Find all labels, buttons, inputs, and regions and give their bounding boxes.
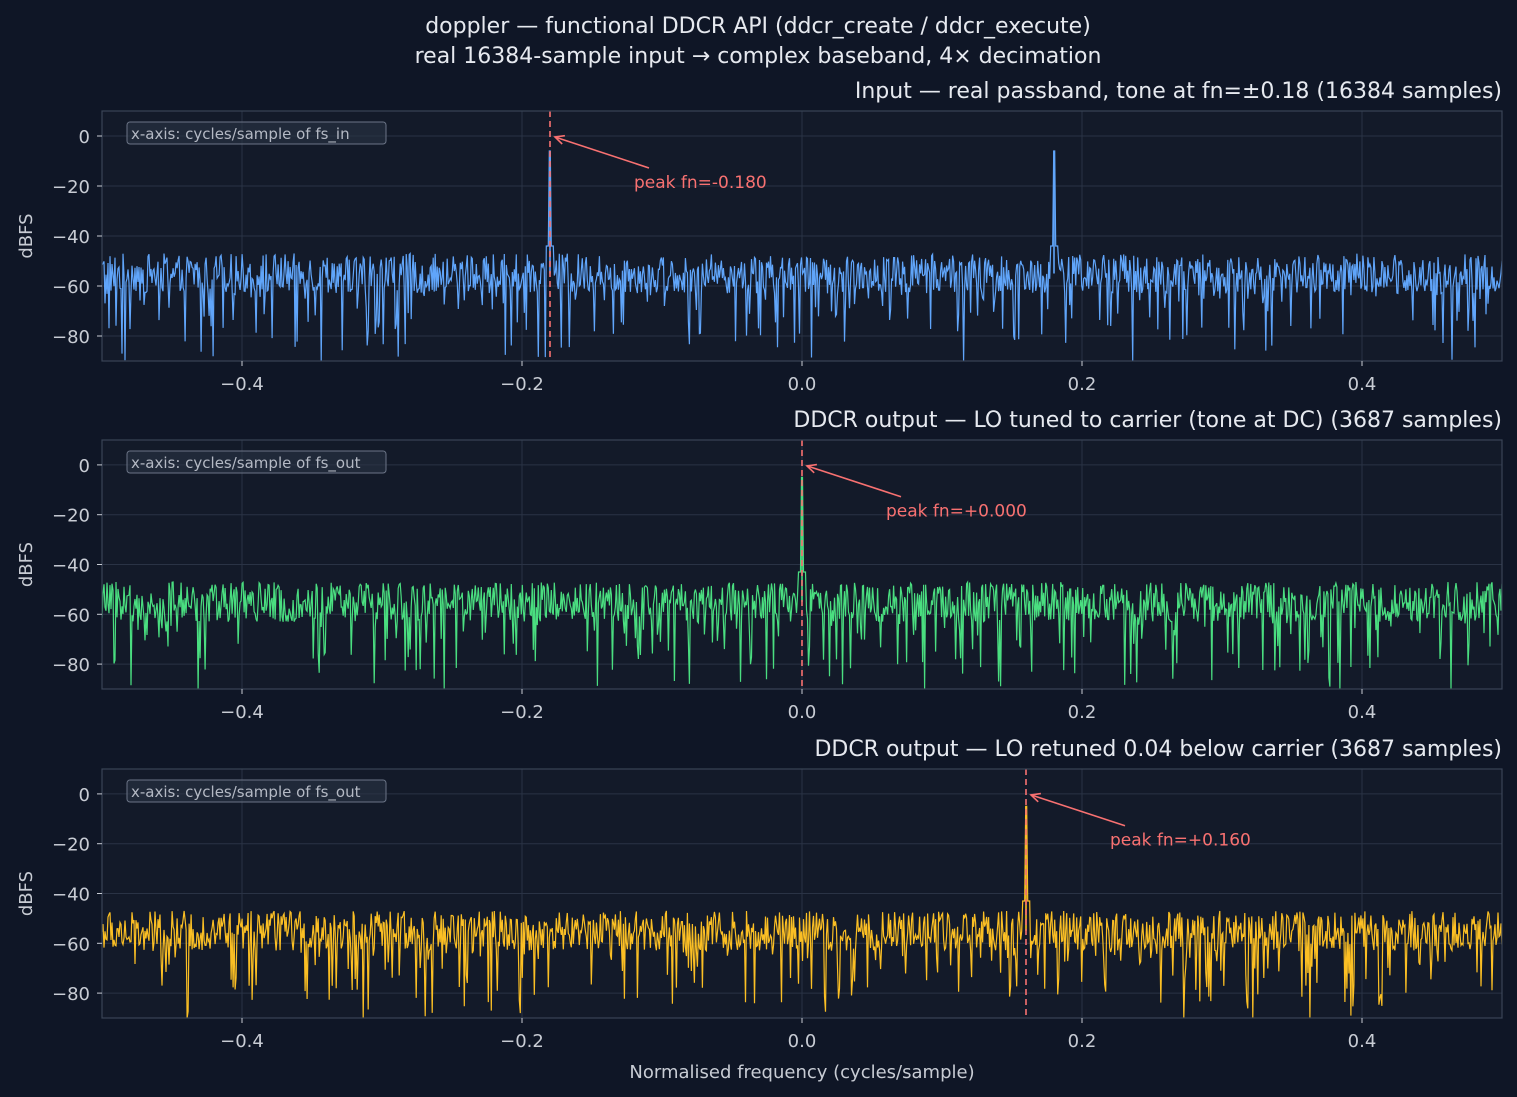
x-tick-label: −0.4 <box>220 1031 264 1052</box>
annotation-arrowhead <box>1029 792 1042 803</box>
annotation-arrow <box>554 136 650 169</box>
x-tick-label: 0.0 <box>788 702 817 723</box>
panel-title: DDCR output — LO tuned to carrier (tone … <box>793 408 1502 433</box>
y-tick-label: 0 <box>79 785 90 806</box>
y-tick-label: −60 <box>52 605 90 626</box>
x-tick-label: −0.2 <box>500 702 544 723</box>
axis-note-box <box>126 121 387 145</box>
axis-note-box <box>126 450 387 474</box>
y-tick-label: −40 <box>52 556 90 577</box>
spectrum-panel-3: −0.4 −0.2 0.0 0.2 0.4 0 −20 −40 −60 −80 dBFS DDCR o… <box>16 737 1503 1052</box>
x-tick-label: −0.4 <box>220 702 264 723</box>
y-axis-label: dBFS <box>16 213 37 258</box>
x-axis-label: Normalised frequency (cycles/sample) <box>629 1062 974 1083</box>
figure-title-line2: real 16384-sample input → complex baseba… <box>415 44 1102 69</box>
peak-annotation: peak fn=+0.160 <box>1110 831 1251 851</box>
y-tick-label: −80 <box>52 984 90 1005</box>
axis-note: x-axis: cycles/sample of fs_out <box>131 783 361 802</box>
x-tick-label: −0.4 <box>220 374 264 395</box>
y-axis-label: dBFS <box>16 542 37 587</box>
y-tick-label: 0 <box>79 456 90 477</box>
y-tick-label: −80 <box>52 327 90 348</box>
y-tick-label: −80 <box>52 655 90 676</box>
x-tick-label: 0.4 <box>1348 1031 1377 1052</box>
axis-note: x-axis: cycles/sample of fs_out <box>131 454 361 473</box>
panel-title: Input — real passband, tone at fn=±0.18 … <box>855 79 1502 104</box>
y-tick-label: −40 <box>52 885 90 906</box>
y-tick-label: −60 <box>52 934 90 955</box>
annotation-arrowhead <box>805 463 818 474</box>
axis-note-box <box>126 779 387 803</box>
x-tick-label: 0.2 <box>1068 702 1097 723</box>
y-tick-label: −60 <box>52 277 90 298</box>
peak-annotation: peak fn=-0.180 <box>634 173 767 193</box>
panel-title: DDCR output — LO retuned 0.04 below carr… <box>814 737 1502 762</box>
x-tick-label: −0.2 <box>500 374 544 395</box>
x-tick-label: 0.4 <box>1348 374 1377 395</box>
x-tick-label: 0.2 <box>1068 374 1097 395</box>
figure-title-line1: doppler — functional DDCR API (ddcr_crea… <box>425 14 1091 39</box>
axis-note: x-axis: cycles/sample of fs_in <box>131 125 350 144</box>
y-tick-label: 0 <box>79 127 90 148</box>
annotation-arrow <box>806 465 902 498</box>
spectrum-panel-1: −0.4 −0.2 0.0 0.2 0.4 0 −20 −40 −60 −80 dBFS Input … <box>16 79 1503 395</box>
y-tick-label: −20 <box>52 835 90 856</box>
annotation-arrowhead <box>553 134 566 145</box>
x-tick-label: −0.2 <box>500 1031 544 1052</box>
y-tick-label: −40 <box>52 227 90 248</box>
annotation-arrow <box>1030 794 1126 827</box>
spectrum-panel-2: −0.4 −0.2 0.0 0.2 0.4 0 −20 −40 −60 −80 dBFS DDCR o… <box>16 408 1503 723</box>
peak-annotation: peak fn=+0.000 <box>886 502 1027 522</box>
x-tick-label: 0.2 <box>1068 1031 1097 1052</box>
x-tick-label: 0.4 <box>1348 702 1377 723</box>
y-tick-label: −20 <box>52 177 90 198</box>
y-axis-label: dBFS <box>16 871 37 916</box>
x-tick-label: 0.0 <box>788 1031 817 1052</box>
spectrum-line <box>102 150 1502 361</box>
x-tick-label: 0.0 <box>788 374 817 395</box>
spectrum-line <box>102 805 1502 1018</box>
y-tick-label: −20 <box>52 506 90 527</box>
